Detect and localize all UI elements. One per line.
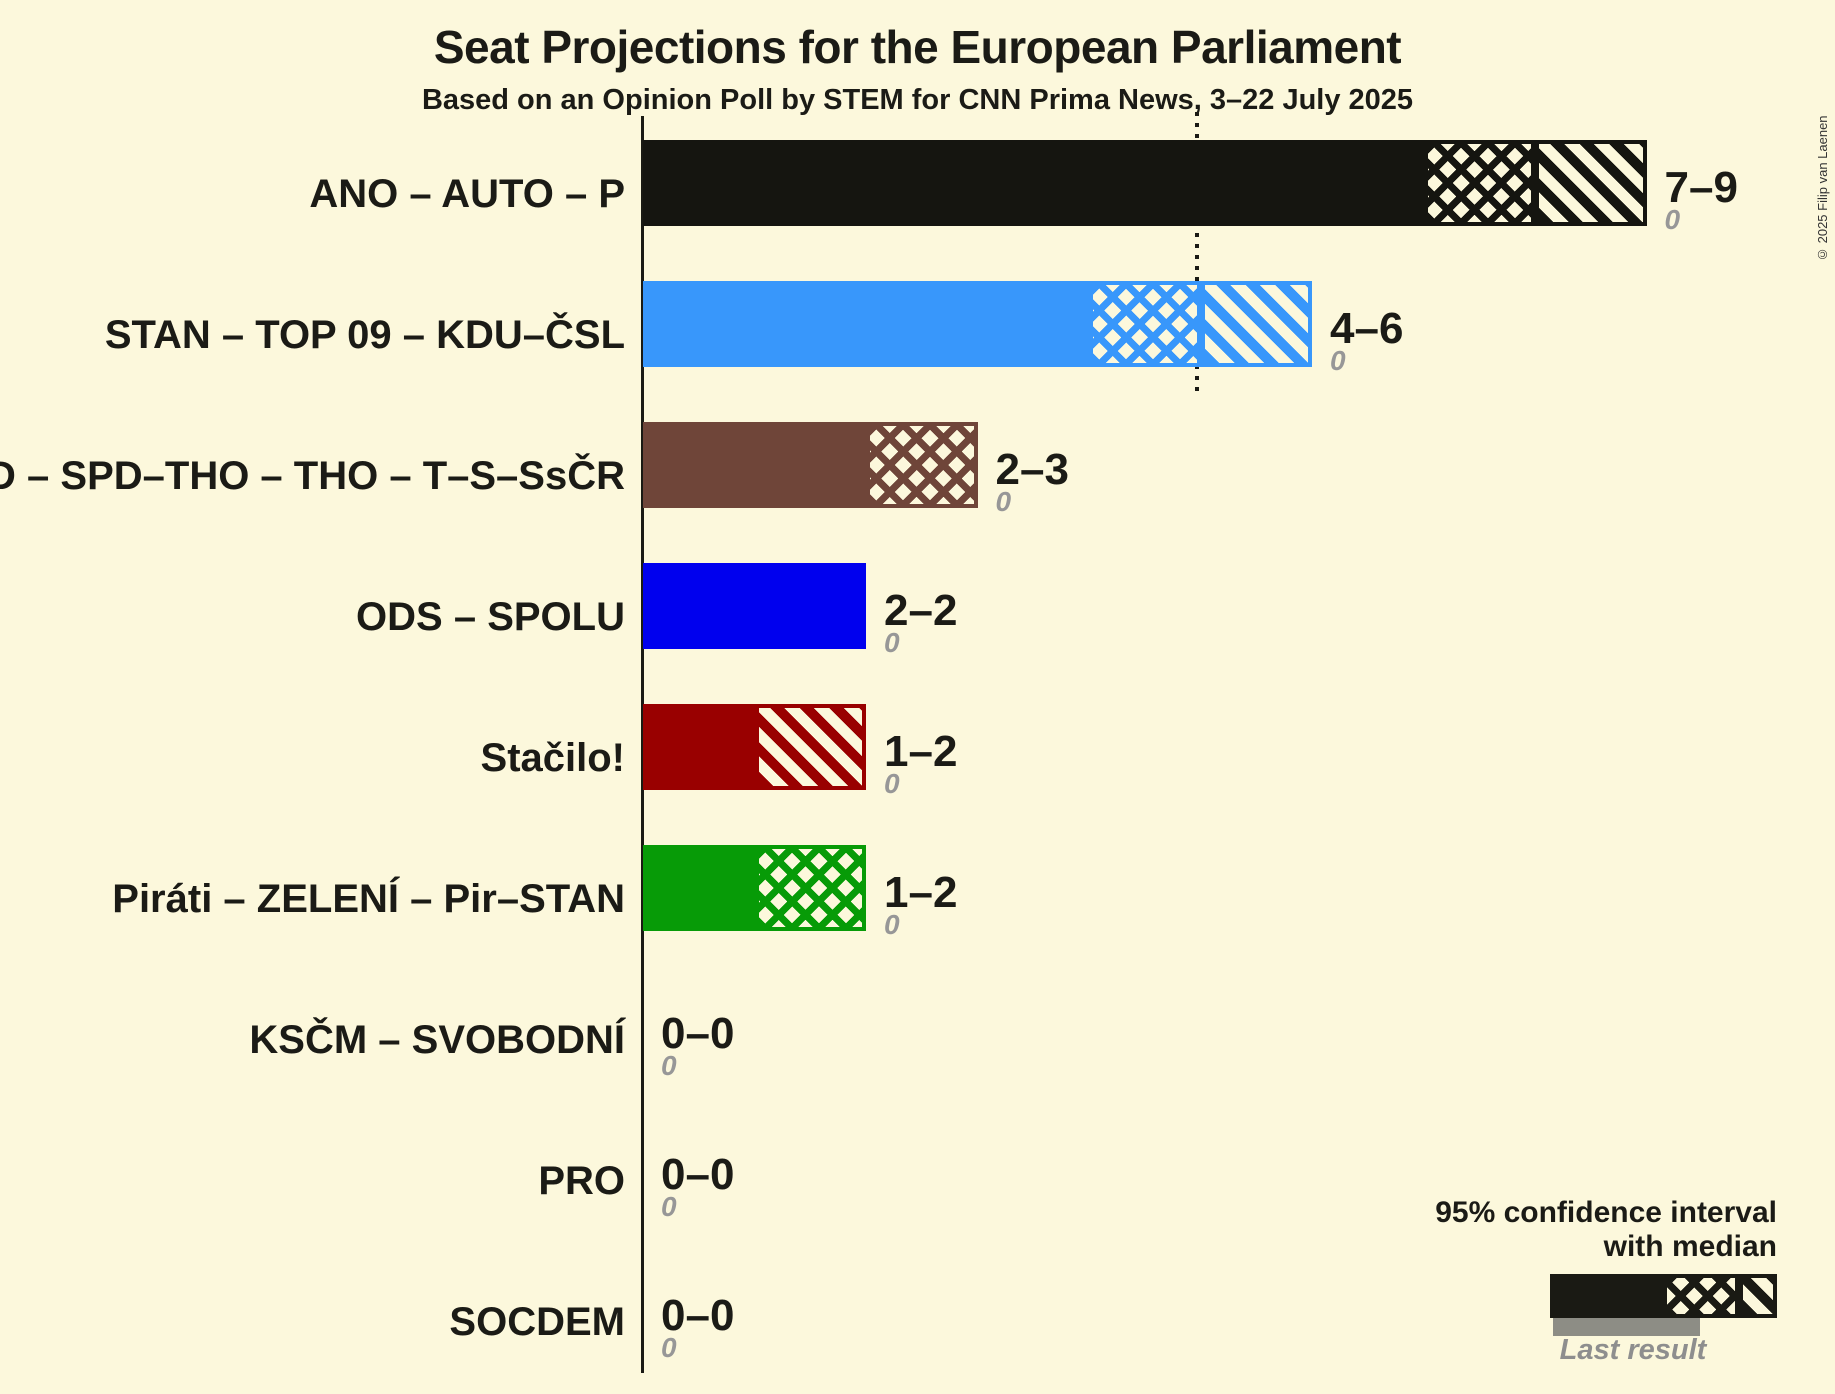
seat-range-label: 2–2 bbox=[884, 586, 958, 635]
bar-solid-segment bbox=[643, 140, 1424, 226]
legend-last-result-label: Last result bbox=[1559, 1334, 1707, 1366]
legend-ci-crosshatch-swatch bbox=[1663, 1274, 1739, 1318]
last-result-label: 0 bbox=[1330, 345, 1346, 376]
last-result-label: 0 bbox=[884, 909, 900, 940]
bar-crosshatch-segment bbox=[754, 845, 866, 931]
seat-range-label: 4–6 bbox=[1330, 304, 1404, 353]
bar-solid-segment bbox=[643, 845, 755, 931]
last-result-label: 0 bbox=[884, 627, 900, 658]
seat-range-label: 7–9 bbox=[1664, 163, 1738, 212]
seat-range-label: 0–0 bbox=[661, 1150, 735, 1199]
y-axis-line bbox=[641, 116, 644, 1373]
seat-range-label: 0–0 bbox=[661, 1009, 735, 1058]
bar-solid-segment bbox=[643, 422, 866, 508]
bar-diagonal-segment bbox=[754, 704, 866, 790]
legend-ci-diagonal-swatch bbox=[1739, 1274, 1777, 1318]
legend-last-result-swatch bbox=[1553, 1318, 1700, 1336]
last-result-label: 0 bbox=[661, 1050, 677, 1081]
seat-range-label: 0–0 bbox=[661, 1291, 735, 1340]
party-label: ODS – SPOLU bbox=[356, 595, 625, 639]
party-label: Stačilo! bbox=[480, 736, 625, 780]
party-label: SOCDEM bbox=[449, 1300, 625, 1344]
page-title: Seat Projections for the European Parlia… bbox=[433, 21, 1402, 73]
bar-solid-segment bbox=[643, 704, 755, 790]
bar-solid-segment bbox=[643, 281, 1089, 367]
party-label: Piráti – ZELENÍ – Pir–STAN bbox=[112, 877, 625, 921]
chart-subtitle: Based on an Opinion Poll by STEM for CNN… bbox=[421, 84, 1414, 116]
seat-range-label: 1–2 bbox=[884, 727, 958, 776]
last-result-label: 0 bbox=[1664, 204, 1681, 235]
party-label: PRO bbox=[538, 1159, 625, 1203]
party-label: SPD – SPD–THO – THO – T–S–SsČR bbox=[0, 454, 625, 498]
bar-diagonal-segment bbox=[1200, 281, 1312, 367]
legend-ci-label-line1: 95% confidence interval bbox=[1435, 1196, 1777, 1229]
seat-range-label: 2–3 bbox=[995, 445, 1069, 494]
legend-ci-label-line2: with median bbox=[1603, 1230, 1777, 1263]
party-label: ANO – AUTO – P bbox=[309, 172, 625, 216]
bar-crosshatch-segment bbox=[1089, 281, 1201, 367]
majority-guide-dotted-line bbox=[1195, 112, 1199, 395]
copyright-notice: © 2025 Filip van Laenen bbox=[1815, 115, 1830, 262]
seat-range-label: 1–2 bbox=[884, 868, 958, 917]
last-result-label: 0 bbox=[661, 1191, 677, 1222]
bar-diagonal-segment bbox=[1535, 140, 1647, 226]
last-result-label: 0 bbox=[995, 486, 1012, 517]
party-label: KSČM – SVOBODNÍ bbox=[249, 1018, 625, 1062]
bar-crosshatch-segment bbox=[1423, 140, 1535, 226]
last-result-label: 0 bbox=[884, 768, 900, 799]
bar-crosshatch-segment bbox=[866, 422, 978, 508]
last-result-label: 0 bbox=[661, 1332, 677, 1363]
legend-ci-solid-swatch bbox=[1550, 1274, 1663, 1318]
party-label: STAN – TOP 09 – KDU–ČSL bbox=[104, 313, 625, 357]
bar-solid-segment bbox=[643, 563, 866, 649]
